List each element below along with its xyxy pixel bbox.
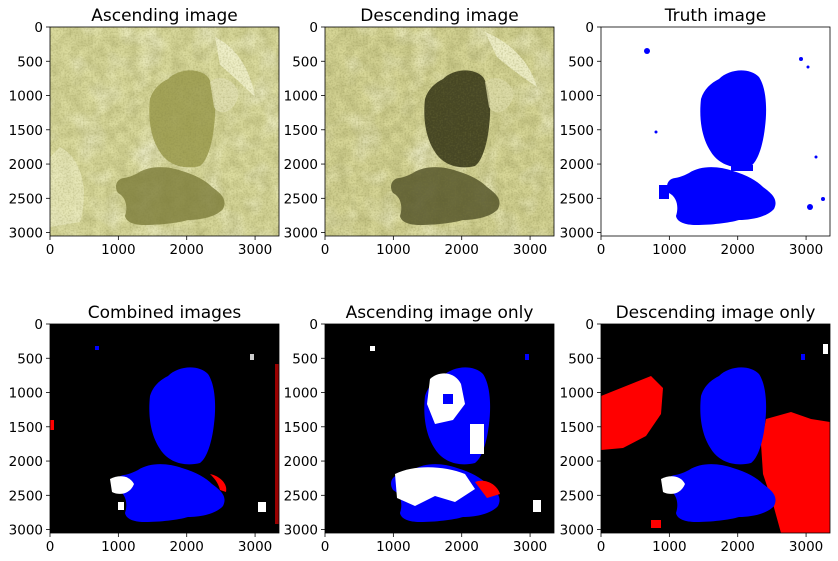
y-tick-label: 2500 <box>9 488 43 504</box>
y-tick-label: 2000 <box>560 157 594 173</box>
x-tick-label: 1000 <box>652 539 686 555</box>
x-tick-label: 1000 <box>652 242 686 258</box>
x-tick-label: 2000 <box>721 539 755 555</box>
y-tick-label: 0 <box>585 317 594 333</box>
y-tick-label: 3000 <box>284 226 318 242</box>
y-tick-label: 500 <box>17 54 43 70</box>
y-tick-label: 1000 <box>560 386 594 402</box>
x-tick-label: 2000 <box>721 242 755 258</box>
x-tick-label: 0 <box>46 242 55 258</box>
panel-combined <box>49 323 280 534</box>
x-tick-label: 0 <box>46 539 55 555</box>
y-tick-label: 3000 <box>560 523 594 539</box>
x-tick-label: 3000 <box>238 539 272 555</box>
y-tick-label: 500 <box>292 54 318 70</box>
x-tick-label: 0 <box>321 242 330 258</box>
y-tick-label: 2500 <box>9 191 43 207</box>
x-tick-label: 1000 <box>376 539 410 555</box>
panel-descending-only <box>600 323 831 534</box>
y-tick-label: 1500 <box>284 420 318 436</box>
y-tick-label: 500 <box>568 54 594 70</box>
x-tick-label: 2000 <box>170 242 204 258</box>
y-tick-label: 1500 <box>560 420 594 436</box>
y-tick-label: 500 <box>17 351 43 367</box>
y-tick-label: 2000 <box>284 454 318 470</box>
y-tick-label: 2000 <box>9 157 43 173</box>
y-tick-label: 1000 <box>560 89 594 105</box>
y-tick-label: 3000 <box>560 226 594 242</box>
x-tick-label: 1000 <box>101 539 135 555</box>
chart-title: Truth image <box>664 6 766 26</box>
x-tick-label: 2000 <box>445 242 479 258</box>
y-tick-label: 0 <box>309 20 318 36</box>
y-tick-label: 3000 <box>284 523 318 539</box>
y-tick-label: 3000 <box>9 523 43 539</box>
x-tick-label: 2000 <box>445 539 479 555</box>
y-tick-label: 1500 <box>284 123 318 139</box>
y-tick-label: 3000 <box>9 226 43 242</box>
panel-truth <box>600 26 831 237</box>
y-tick-label: 2000 <box>284 157 318 173</box>
y-tick-label: 0 <box>34 317 43 333</box>
panel-ascending <box>49 26 280 237</box>
x-tick-label: 0 <box>321 539 330 555</box>
y-tick-label: 500 <box>292 351 318 367</box>
x-tick-label: 1000 <box>376 242 410 258</box>
y-tick-label: 2500 <box>560 488 594 504</box>
y-tick-label: 2500 <box>284 488 318 504</box>
y-tick-label: 2000 <box>560 454 594 470</box>
y-tick-label: 0 <box>34 20 43 36</box>
y-tick-label: 2500 <box>284 191 318 207</box>
chart-title: Ascending image only <box>346 303 534 323</box>
y-tick-label: 0 <box>309 317 318 333</box>
chart-title: Descending image <box>360 6 518 26</box>
chart-title: Combined images <box>88 303 242 323</box>
y-tick-label: 1000 <box>284 89 318 105</box>
y-tick-label: 2500 <box>560 191 594 207</box>
y-tick-label: 1500 <box>9 123 43 139</box>
y-tick-label: 2000 <box>9 454 43 470</box>
y-tick-label: 1000 <box>9 89 43 105</box>
x-tick-label: 3000 <box>238 242 272 258</box>
panel-descending <box>324 26 555 237</box>
chart-title: Descending image only <box>616 303 816 323</box>
y-tick-label: 500 <box>568 351 594 367</box>
x-tick-label: 3000 <box>789 242 823 258</box>
x-tick-label: 1000 <box>101 242 135 258</box>
x-tick-label: 0 <box>597 539 606 555</box>
x-tick-label: 2000 <box>170 539 204 555</box>
panel-ascending-only <box>324 323 555 534</box>
x-tick-label: 0 <box>597 242 606 258</box>
y-tick-label: 1000 <box>284 386 318 402</box>
x-tick-label: 3000 <box>789 539 823 555</box>
y-tick-label: 1500 <box>9 420 43 436</box>
y-tick-label: 1000 <box>9 386 43 402</box>
x-tick-label: 3000 <box>513 242 547 258</box>
y-tick-label: 0 <box>585 20 594 36</box>
chart-title: Ascending image <box>91 6 238 26</box>
y-tick-label: 1500 <box>560 123 594 139</box>
x-tick-label: 3000 <box>513 539 547 555</box>
